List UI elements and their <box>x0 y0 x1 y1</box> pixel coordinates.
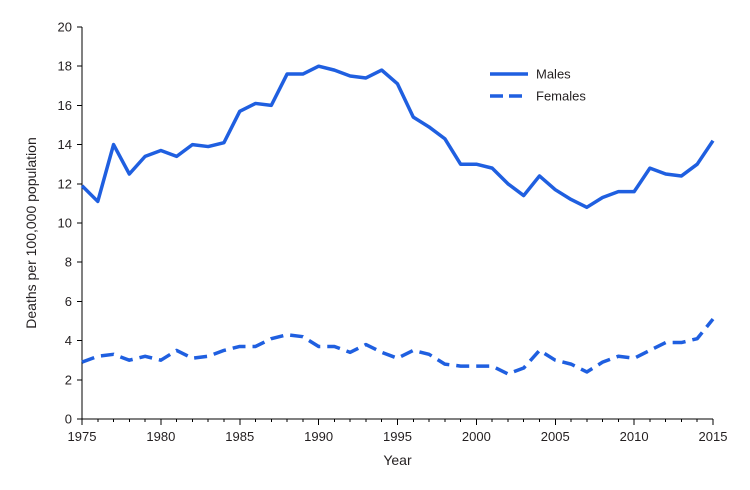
y-tick-label: 6 <box>65 294 72 309</box>
x-tick-label: 2010 <box>620 429 649 444</box>
y-tick-label: 20 <box>58 20 72 35</box>
y-tick-label: 2 <box>65 372 72 387</box>
x-tick-label: 2000 <box>462 429 491 444</box>
x-tick-label: 1980 <box>146 429 175 444</box>
y-tick-label: 12 <box>58 176 72 191</box>
series-line-males <box>80 64 715 210</box>
x-tick-label: 2015 <box>699 429 728 444</box>
x-tick-label: 1995 <box>383 429 412 444</box>
y-tick-label: 0 <box>65 412 72 427</box>
x-tick-label: 1990 <box>304 429 333 444</box>
x-tick-label: 1975 <box>68 429 97 444</box>
y-tick-label: 10 <box>58 216 72 231</box>
legend: Males Females <box>490 67 586 104</box>
y-axis-ticks: 0 2 4 6 8 10 12 14 16 18 20 <box>58 20 82 427</box>
y-tick-label: 14 <box>58 137 72 152</box>
series-layer <box>80 64 715 376</box>
x-tick-label: 2005 <box>541 429 570 444</box>
y-tick-label: 16 <box>58 98 72 113</box>
y-tick-label: 8 <box>65 255 72 270</box>
x-axis-title: Year <box>383 452 412 468</box>
y-axis-title: Deaths per 100,000 population <box>23 137 39 328</box>
legend-label-males: Males <box>536 67 571 82</box>
x-axis-ticks: 1975 1980 1985 1990 1995 2000 2005 2010 2015 <box>68 419 728 444</box>
legend-label-females: Females <box>536 89 586 104</box>
y-tick-label: 18 <box>58 59 72 74</box>
y-tick-label: 4 <box>65 333 72 348</box>
series-line-females <box>81 317 715 376</box>
x-tick-label: 1985 <box>225 429 254 444</box>
